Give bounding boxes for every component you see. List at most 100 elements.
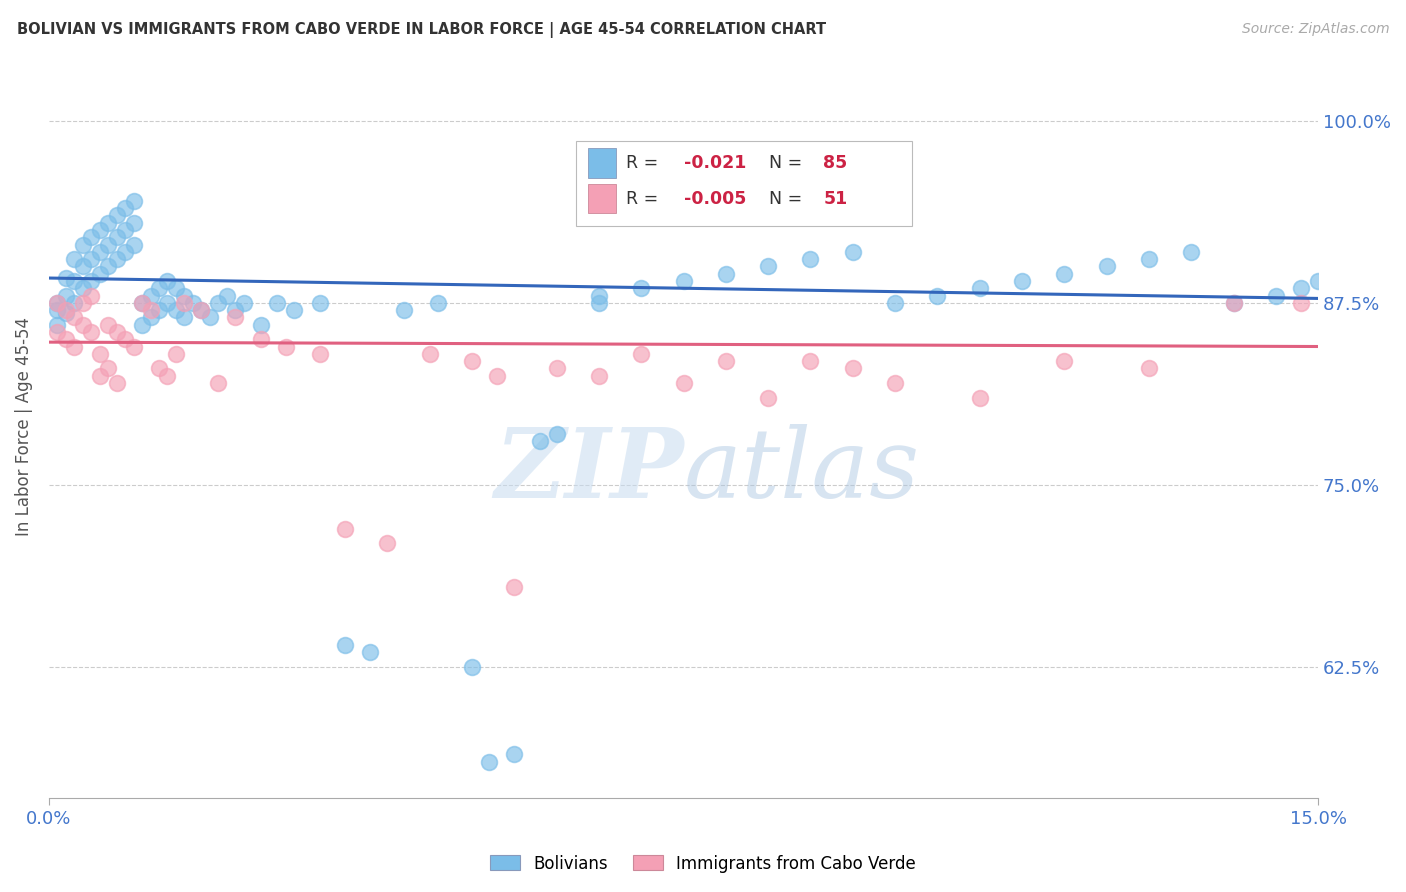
Point [89, 244, 111, 259]
Point [89, 267, 111, 281]
Point [1222, 295, 1244, 310]
Point [173, 310, 195, 325]
Point [394, 303, 416, 318]
Point [122, 216, 145, 230]
Point [89, 223, 111, 237]
Point [461, 354, 484, 368]
Point [461, 660, 484, 674]
Point [503, 747, 526, 762]
Point [72, 237, 94, 252]
Text: -0.021: -0.021 [683, 154, 747, 172]
Point [63, 339, 86, 353]
Point [1222, 295, 1244, 310]
Point [672, 376, 695, 390]
Point [1180, 244, 1202, 259]
Point [198, 310, 221, 325]
Point [131, 318, 153, 332]
Point [1264, 288, 1286, 302]
Point [72, 295, 94, 310]
Point [97, 260, 120, 274]
Point [165, 303, 187, 318]
Y-axis label: In Labor Force | Age 45-54: In Labor Force | Age 45-54 [15, 318, 32, 536]
Point [156, 368, 179, 383]
Point [799, 354, 821, 368]
Point [588, 295, 610, 310]
Point [249, 318, 271, 332]
Point [546, 426, 568, 441]
Point [232, 295, 254, 310]
Point [333, 638, 356, 652]
Point [546, 361, 568, 376]
Point [419, 347, 441, 361]
Point [55, 332, 77, 346]
Point [156, 295, 179, 310]
Point [63, 274, 86, 288]
Point [97, 318, 120, 332]
Point [148, 303, 170, 318]
Point [588, 288, 610, 302]
Point [884, 295, 907, 310]
Point [427, 295, 450, 310]
Point [80, 252, 103, 266]
Text: 51: 51 [823, 189, 848, 208]
Point [63, 310, 86, 325]
Point [714, 267, 737, 281]
Text: -0.005: -0.005 [683, 189, 747, 208]
Point [1137, 252, 1160, 266]
Point [756, 391, 779, 405]
Point [224, 303, 246, 318]
Point [105, 252, 128, 266]
Point [72, 318, 94, 332]
Point [249, 332, 271, 346]
Point [1308, 274, 1330, 288]
Point [283, 303, 305, 318]
Point [529, 434, 551, 449]
Point [190, 303, 212, 318]
Point [1350, 295, 1372, 310]
Point [148, 361, 170, 376]
Point [72, 260, 94, 274]
Point [630, 281, 652, 295]
Point [266, 295, 288, 310]
Point [122, 339, 145, 353]
FancyBboxPatch shape [575, 141, 912, 226]
Point [714, 354, 737, 368]
Point [105, 230, 128, 244]
Point [486, 368, 509, 383]
Point [80, 230, 103, 244]
Point [1095, 260, 1118, 274]
Point [165, 347, 187, 361]
Text: ZIP: ZIP [494, 425, 683, 518]
Point [97, 237, 120, 252]
Point [884, 376, 907, 390]
Point [80, 325, 103, 339]
Point [1053, 354, 1076, 368]
Point [89, 368, 111, 383]
Point [46, 303, 69, 318]
Point [274, 339, 297, 353]
Point [308, 295, 330, 310]
Text: N =: N = [769, 189, 807, 208]
Point [207, 295, 229, 310]
Point [114, 332, 136, 346]
Text: N =: N = [769, 154, 807, 172]
Text: R =: R = [627, 154, 664, 172]
Point [173, 295, 195, 310]
Point [207, 376, 229, 390]
Text: R =: R = [627, 189, 664, 208]
Point [46, 295, 69, 310]
Point [55, 306, 77, 320]
Point [1324, 267, 1347, 281]
Point [122, 237, 145, 252]
Point [1341, 260, 1364, 274]
Point [165, 281, 187, 295]
Point [46, 295, 69, 310]
Point [55, 271, 77, 285]
Point [114, 244, 136, 259]
Point [1289, 281, 1312, 295]
Point [173, 288, 195, 302]
Text: BOLIVIAN VS IMMIGRANTS FROM CABO VERDE IN LABOR FORCE | AGE 45-54 CORRELATION CH: BOLIVIAN VS IMMIGRANTS FROM CABO VERDE I… [17, 22, 825, 38]
Legend: Bolivians, Immigrants from Cabo Verde: Bolivians, Immigrants from Cabo Verde [484, 848, 922, 880]
FancyBboxPatch shape [588, 148, 616, 178]
Point [122, 194, 145, 208]
